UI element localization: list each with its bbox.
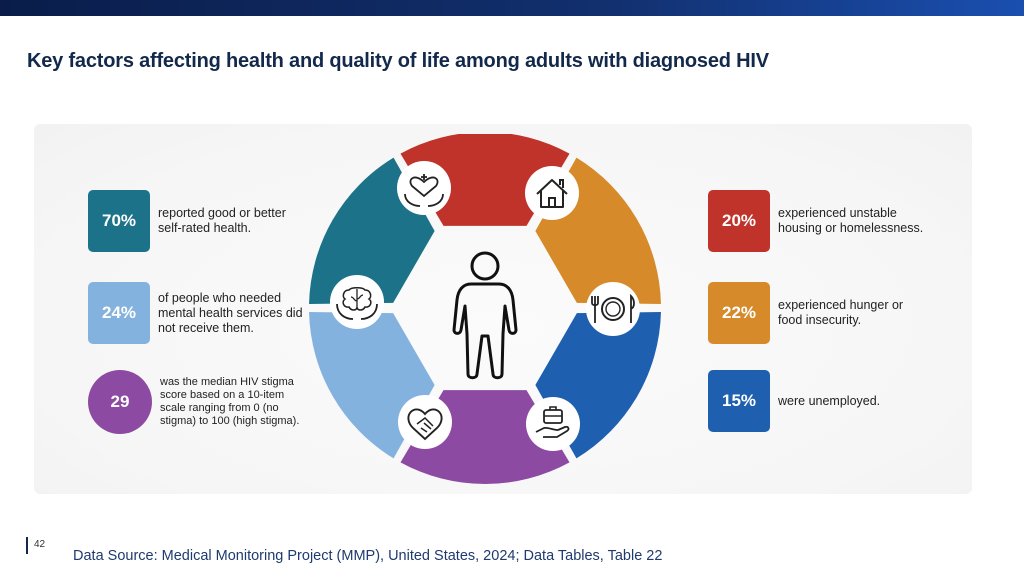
stat-unemployment: 15% were unemployed. [708, 370, 918, 432]
stat-unstable-housing: 20% experienced unstable housing or home… [708, 190, 943, 252]
heart-hands-icon [397, 161, 451, 215]
stat-badge: 15% [708, 370, 770, 432]
stat-description: was the median HIV stigma score based on… [160, 376, 300, 427]
handshake-heart-icon [398, 395, 452, 449]
footer-rule [26, 537, 28, 554]
top-banner [0, 0, 1024, 16]
page-number: 42 [34, 539, 46, 550]
stat-food-insecurity: 22% experienced hunger or food insecurit… [708, 282, 918, 344]
stat-mental-health: 24% of people who needed mental health s… [88, 282, 308, 344]
stat-description: experienced unstable housing or homeless… [778, 206, 924, 235]
stat-stigma-score: 29 was the median HIV stigma score based… [88, 370, 310, 434]
page-title: Key factors affecting health and quality… [27, 50, 769, 72]
person-icon [452, 251, 518, 380]
stat-description: of people who needed mental health servi… [158, 290, 303, 335]
stat-description: reported good or better self-rated healt… [158, 206, 286, 235]
brain-hands-icon [330, 275, 384, 329]
stat-badge: 70% [88, 190, 150, 252]
stat-badge: 22% [708, 282, 770, 344]
plate-fork-knife-icon [586, 282, 640, 336]
factor-wheel [309, 134, 661, 485]
stat-self-rated-health: 70% reported good or better self-rated h… [88, 190, 308, 252]
data-source: Data Source: Medical Monitoring Project … [73, 548, 663, 564]
briefcase-hand-icon [526, 397, 580, 451]
stat-description: were unemployed. [778, 393, 881, 408]
wheel-icons [330, 161, 640, 451]
stat-description: experienced hunger or food insecurity. [778, 298, 904, 327]
stat-badge: 20% [708, 190, 770, 252]
stat-badge: 29 [88, 370, 152, 434]
house-icon [525, 166, 579, 220]
stat-badge: 24% [88, 282, 150, 344]
